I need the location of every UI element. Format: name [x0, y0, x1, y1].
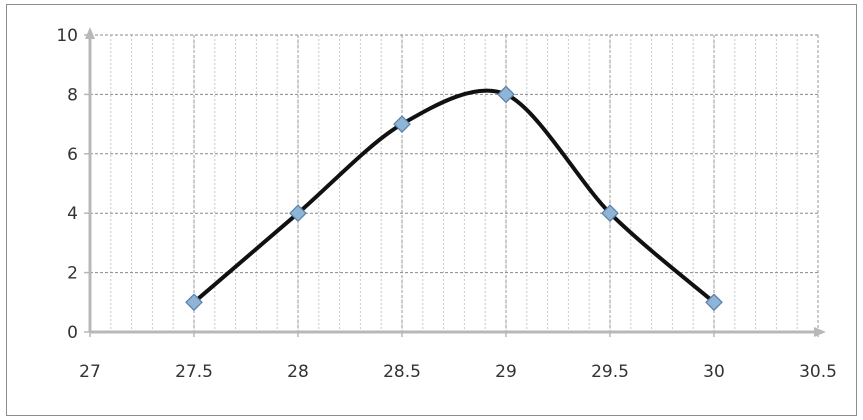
y-tick-label: 10	[56, 26, 78, 46]
x-axis-arrow	[814, 327, 826, 337]
data-point-marker	[393, 115, 411, 133]
data-point-marker	[497, 85, 515, 104]
x-tick-labels: 27 27.5 28 28.5 29 29.5 30 30.5	[79, 362, 837, 382]
major-gridlines	[90, 34, 819, 332]
data-point-marker	[601, 204, 619, 223]
y-tick-label: 2	[67, 264, 78, 284]
y-tick-label: 4	[67, 204, 78, 224]
y-tick-label: 8	[67, 85, 78, 105]
y-tick-label: 0	[67, 323, 78, 343]
series-line	[192, 88, 716, 305]
x-tick-label: 29.5	[591, 362, 629, 382]
axes	[84, 27, 826, 337]
x-tick-label: 27.5	[175, 362, 213, 382]
x-tick-label: 27	[79, 362, 101, 382]
minor-gridlines	[110, 35, 798, 332]
y-tick-labels: 0 2 4 6 8 10	[56, 26, 78, 343]
data-point-marker	[705, 293, 723, 312]
x-tick-label: 30.5	[799, 362, 837, 382]
series-line-group	[192, 88, 716, 305]
x-tick-label: 28.5	[383, 362, 421, 382]
y-tick-label: 6	[67, 145, 78, 165]
chart-frame	[6, 4, 857, 416]
data-point-marker	[185, 293, 203, 312]
x-tick-label: 29	[495, 362, 517, 382]
y-axis-arrow	[85, 27, 95, 39]
x-tick-label: 28	[287, 362, 309, 382]
data-point-marker	[289, 204, 307, 223]
x-tick-label: 30	[703, 362, 725, 382]
markers-group	[185, 85, 723, 312]
